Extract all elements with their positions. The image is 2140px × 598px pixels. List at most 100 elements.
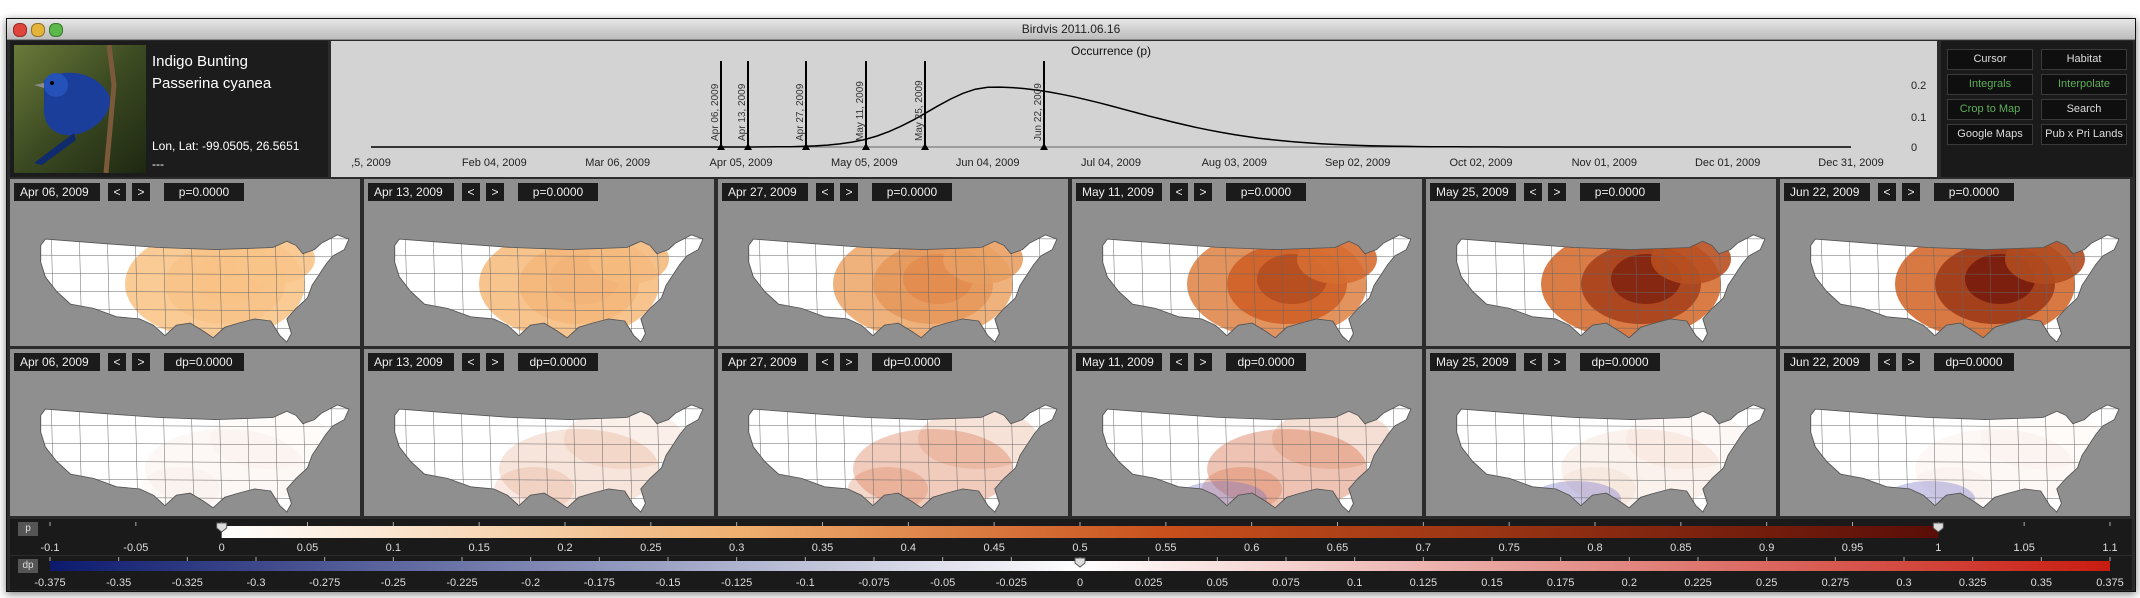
us-map[interactable] — [1072, 349, 1422, 516]
prev-date-button[interactable]: < — [108, 183, 126, 201]
us-map[interactable] — [1426, 349, 1776, 516]
map-date-label[interactable]: May 11, 2009 — [1076, 353, 1162, 371]
map-date-label[interactable]: Apr 13, 2009 — [368, 353, 454, 371]
us-map[interactable] — [1072, 179, 1422, 346]
us-map[interactable] — [718, 179, 1068, 346]
prev-date-button[interactable]: < — [816, 183, 834, 201]
us-map[interactable] — [364, 179, 714, 346]
map-cell[interactable]: May 25, 2009 < > p=0.0000 — [1426, 179, 1776, 346]
map-cell[interactable]: Jun 22, 2009 < > p=0.0000 — [1780, 179, 2130, 346]
timeline-marker-handle[interactable] — [744, 143, 752, 150]
prev-date-button[interactable]: < — [816, 353, 834, 371]
prev-date-button[interactable]: < — [1170, 183, 1188, 201]
p-colorbar[interactable]: p -0.1 -0.05 0 0.05 0.1 0.15 0.2 0.25 0.3 0.35 0.4… — [10, 519, 2132, 555]
minimize-window-button[interactable] — [31, 23, 45, 37]
timeline-marker-handle[interactable] — [921, 143, 929, 150]
btn-integrals[interactable]: Integrals — [1947, 74, 2033, 95]
map-value-readout: dp=0.0000 — [1934, 353, 2014, 371]
us-map[interactable] — [10, 179, 360, 346]
map-date-label[interactable]: Apr 27, 2009 — [722, 183, 808, 201]
next-date-button[interactable]: > — [132, 183, 150, 201]
timeline-x-tick: Apr 05, 2009 — [710, 157, 773, 169]
colorbar-tick-label: -0.35 — [106, 577, 131, 589]
map-date-label[interactable]: Apr 06, 2009 — [14, 353, 100, 371]
next-date-button[interactable]: > — [1902, 183, 1920, 201]
btn-pub-x-pri-lands[interactable]: Pub x Pri Lands — [2041, 124, 2127, 145]
map-date-label[interactable]: Apr 27, 2009 — [722, 353, 808, 371]
map-date-label[interactable]: May 25, 2009 — [1430, 183, 1516, 201]
map-cell[interactable]: Apr 06, 2009 < > p=0.0000 — [10, 179, 360, 346]
btn-search[interactable]: Search — [2041, 99, 2127, 120]
prev-date-button[interactable]: < — [108, 353, 126, 371]
timeline-marker-handle[interactable] — [717, 143, 725, 150]
timeline-x-tick: Feb 04, 2009 — [462, 157, 527, 169]
btn-habitat[interactable]: Habitat — [2041, 49, 2127, 70]
next-date-button[interactable]: > — [840, 353, 858, 371]
us-map[interactable] — [1426, 179, 1776, 346]
map-cell[interactable]: Apr 27, 2009 < > p=0.0000 — [718, 179, 1068, 346]
prev-date-button[interactable]: < — [1524, 183, 1542, 201]
map-cell[interactable]: Jun 22, 2009 < > dp=0.0000 — [1780, 349, 2130, 516]
map-cell[interactable]: Apr 27, 2009 < > dp=0.0000 — [718, 349, 1068, 516]
timeline-marker-label: Apr 27, 2009 — [795, 83, 806, 141]
timeline-marker-handle[interactable] — [1040, 143, 1048, 150]
map-cell[interactable]: May 11, 2009 < > dp=0.0000 — [1072, 349, 1422, 516]
btn-crop-to-map[interactable]: Crop to Map — [1947, 99, 2033, 120]
us-map[interactable] — [1780, 179, 2130, 346]
map-date-label[interactable]: Jun 22, 2009 — [1784, 183, 1870, 201]
timeline-marker-handle[interactable] — [802, 143, 810, 150]
map-cell[interactable]: May 25, 2009 < > dp=0.0000 — [1426, 349, 1776, 516]
map-value-readout: p=0.0000 — [872, 183, 952, 201]
next-date-button[interactable]: > — [486, 353, 504, 371]
colorbar-tick-label: 0.225 — [1684, 577, 1712, 589]
next-date-button[interactable]: > — [486, 183, 504, 201]
next-date-button[interactable]: > — [1902, 353, 1920, 371]
map-date-label[interactable]: May 25, 2009 — [1430, 353, 1516, 371]
btn-google-maps[interactable]: Google Maps — [1947, 124, 2033, 145]
prev-date-button[interactable]: < — [462, 353, 480, 371]
next-date-button[interactable]: > — [840, 183, 858, 201]
heat-blob-negative — [1531, 481, 1621, 512]
occurrence-timeline[interactable]: Occurrence (p) ,5, 2009 Feb 04, 2009 Mar 06… — [331, 41, 1937, 177]
map-date-label[interactable]: May 11, 2009 — [1076, 183, 1162, 201]
btn-cursor[interactable]: Cursor — [1947, 49, 2033, 70]
dp-colorbar[interactable]: dp -0.375 -0.35 -0.325 -0.3 -0.275 -0.25 -0.22… — [10, 556, 2132, 590]
colorbar-tick-label: 0.075 — [1272, 577, 1300, 589]
prev-date-button[interactable]: < — [1878, 183, 1896, 201]
occurrence-plot[interactable]: Occurrence (p) ,5, 2009 Feb 04, 2009 Mar 06… — [331, 41, 1937, 177]
dp-colorbar-gradient[interactable]: -0.375 -0.35 -0.325 -0.3 -0.275 -0.25 -0.225 -0… — [10, 556, 2132, 590]
colorbar-gradient-bar[interactable] — [221, 526, 1939, 538]
colorbar-tick-label: 0.65 — [1327, 542, 1348, 554]
map-date-label[interactable]: Jun 22, 2009 — [1784, 353, 1870, 371]
colorbar-handle[interactable] — [1932, 522, 1944, 533]
prev-date-button[interactable]: < — [1878, 353, 1896, 371]
us-map[interactable] — [364, 349, 714, 516]
colorbar-tick-label: 0.125 — [1410, 577, 1438, 589]
colorbar-handle[interactable] — [1074, 557, 1086, 568]
map-date-label[interactable]: Apr 13, 2009 — [368, 183, 454, 201]
p-colorbar-gradient[interactable]: -0.1 -0.05 0 0.05 0.1 0.15 0.2 0.25 0.3 0.35 0.4 0.… — [10, 519, 2132, 555]
colorbar-tick-label: 1 — [1935, 542, 1941, 554]
map-cell[interactable]: Apr 13, 2009 < > dp=0.0000 — [364, 349, 714, 516]
timeline-marker-handle[interactable] — [862, 143, 870, 150]
close-window-button[interactable] — [13, 23, 27, 37]
zoom-window-button[interactable] — [49, 23, 63, 37]
next-date-button[interactable]: > — [1548, 183, 1566, 201]
us-map[interactable] — [718, 349, 1068, 516]
prev-date-button[interactable]: < — [1524, 353, 1542, 371]
next-date-button[interactable]: > — [132, 353, 150, 371]
us-map[interactable] — [10, 349, 360, 516]
prev-date-button[interactable]: < — [462, 183, 480, 201]
next-date-button[interactable]: > — [1194, 353, 1212, 371]
colorbar-handle[interactable] — [216, 522, 228, 533]
map-cell[interactable]: Apr 06, 2009 < > dp=0.0000 — [10, 349, 360, 516]
next-date-button[interactable]: > — [1194, 183, 1212, 201]
us-map[interactable] — [1780, 349, 2130, 516]
next-date-button[interactable]: > — [1548, 353, 1566, 371]
prev-date-button[interactable]: < — [1170, 353, 1188, 371]
btn-interpolate[interactable]: Interpolate — [2041, 74, 2127, 95]
map-cell[interactable]: May 11, 2009 < > p=0.0000 — [1072, 179, 1422, 346]
map-date-label[interactable]: Apr 06, 2009 — [14, 183, 100, 201]
colorbar-tick-label: 0.2 — [557, 542, 572, 554]
map-cell[interactable]: Apr 13, 2009 < > p=0.0000 — [364, 179, 714, 346]
